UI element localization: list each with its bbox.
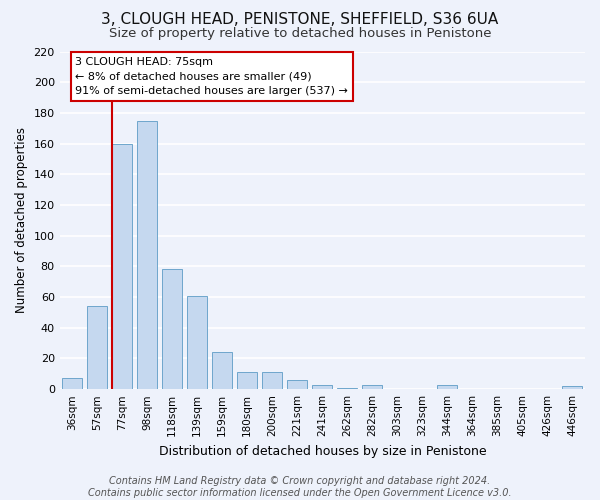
Text: Contains HM Land Registry data © Crown copyright and database right 2024.
Contai: Contains HM Land Registry data © Crown c… [88,476,512,498]
Bar [212,352,232,389]
Bar [137,120,157,389]
Bar [237,372,257,389]
Bar [187,296,207,389]
Bar [262,372,283,389]
Bar [337,388,358,389]
Y-axis label: Number of detached properties: Number of detached properties [15,128,28,314]
Bar [562,386,583,389]
Text: Size of property relative to detached houses in Penistone: Size of property relative to detached ho… [109,28,491,40]
Bar [437,384,457,389]
Bar [62,378,82,389]
X-axis label: Distribution of detached houses by size in Penistone: Distribution of detached houses by size … [158,444,486,458]
Bar [362,384,382,389]
Text: 3, CLOUGH HEAD, PENISTONE, SHEFFIELD, S36 6UA: 3, CLOUGH HEAD, PENISTONE, SHEFFIELD, S3… [101,12,499,28]
Bar [313,384,332,389]
Text: 3 CLOUGH HEAD: 75sqm
← 8% of detached houses are smaller (49)
91% of semi-detach: 3 CLOUGH HEAD: 75sqm ← 8% of detached ho… [76,56,349,96]
Bar [87,306,107,389]
Bar [287,380,307,389]
Bar [112,144,132,389]
Bar [162,270,182,389]
